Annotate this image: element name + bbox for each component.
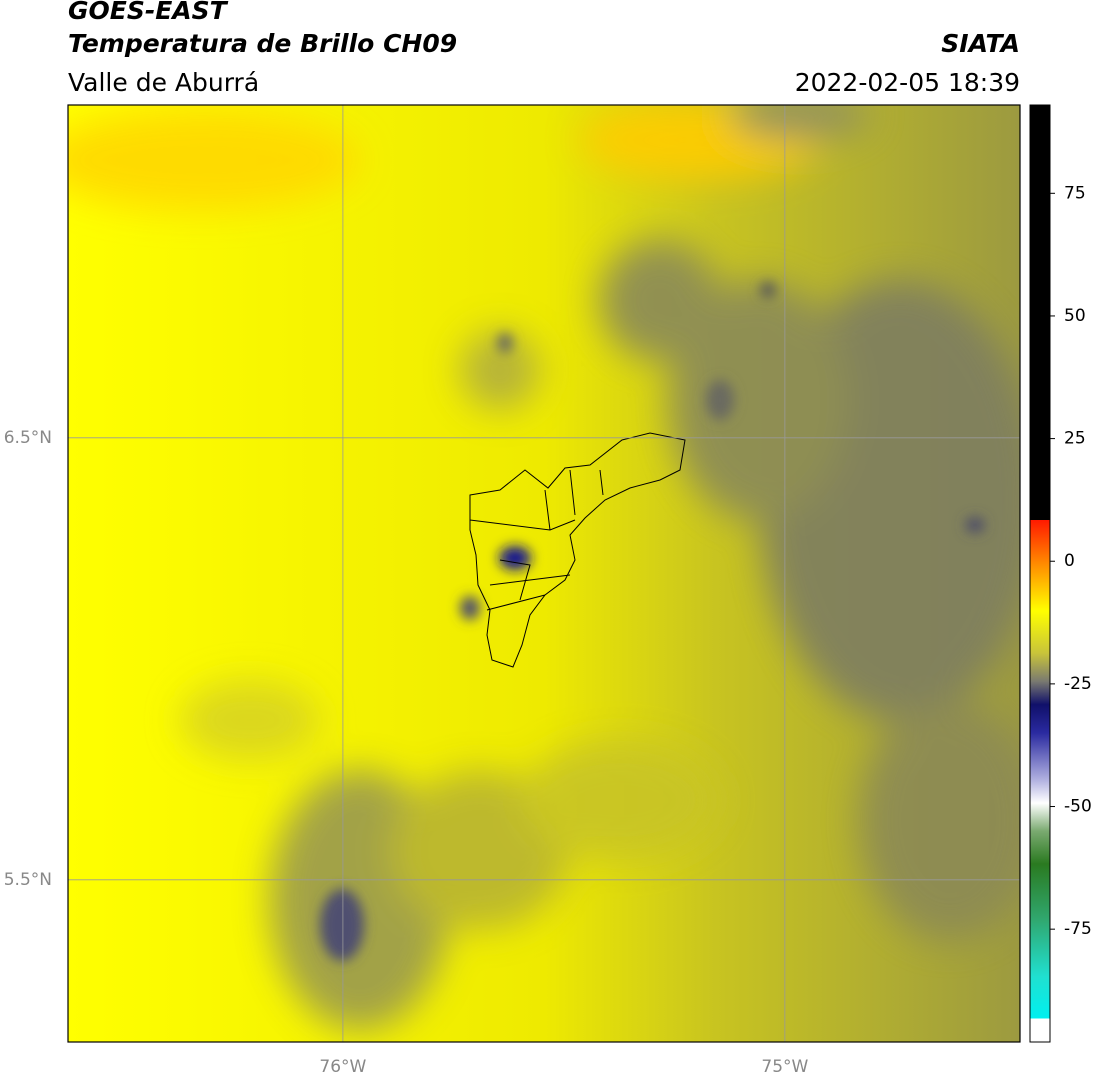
colorbar-tick-label: 0	[1064, 551, 1075, 571]
map-image	[68, 105, 1020, 1042]
colorbar-tick-label: 75	[1064, 183, 1086, 203]
colorbar-tick-label: -50	[1064, 797, 1092, 817]
colorbar-tick-label: 25	[1064, 429, 1086, 449]
region: Valle de Aburrá	[68, 68, 259, 97]
x-tick-label: 76°W	[319, 1057, 366, 1077]
colorbar-tick-label: -25	[1064, 674, 1092, 694]
x-tick-label: 75°W	[761, 1057, 808, 1077]
colorbar	[1029, 104, 1051, 1043]
y-tick-label: 5.5°N	[4, 870, 52, 890]
graticule	[68, 105, 1020, 1042]
source: SIATA	[941, 29, 1020, 58]
map-frame	[67, 104, 1021, 1043]
subtitle: Temperatura de Brillo CH09	[68, 29, 457, 58]
y-tick-label: 6.5°N	[4, 428, 52, 448]
colorbar-tick-label: 50	[1064, 306, 1086, 326]
municipality-boundaries	[469, 432, 686, 668]
datetime: 2022-02-05 18:39	[795, 68, 1020, 97]
title: GOES-EAST	[68, 0, 229, 25]
colorbar-tick-label: -75	[1064, 919, 1092, 939]
